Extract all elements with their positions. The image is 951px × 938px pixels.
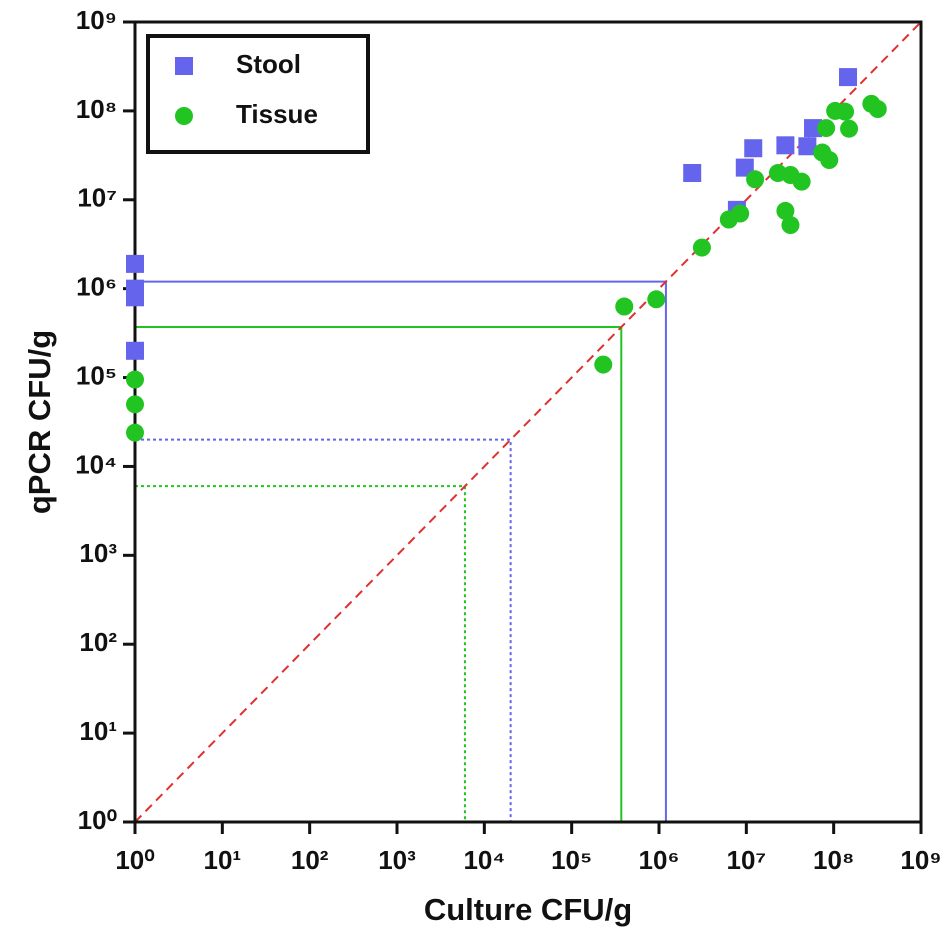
y-tick-label: 10⁹ [76,5,117,35]
point [731,204,750,223]
point [798,137,817,156]
x-tick-label: 10⁸ [813,845,854,875]
x-tick-label: 10⁰ [115,845,154,875]
y-tick-label: 10² [79,627,117,657]
reference-line [135,438,512,822]
reference-line [135,485,466,822]
x-tick-label: 10⁵ [551,845,592,875]
x-tick-label: 10⁴ [463,845,505,875]
x-tick-label: 10⁶ [639,845,680,875]
point [817,119,836,138]
point [776,136,795,155]
y-tick-label: 10⁶ [76,272,117,302]
legend-label: Tissue [236,99,318,129]
y-tick-label: 10⁸ [76,94,117,124]
y-tick-label: 10¹ [79,716,117,746]
point [126,254,144,273]
legend-label: Stool [236,49,301,79]
point [692,238,711,257]
x-tick-label: 10² [291,845,329,875]
legend-box [146,34,370,154]
x-tick-label: 10¹ [204,845,242,875]
point [126,423,144,442]
point [735,158,754,177]
point [647,290,666,309]
point [744,139,763,158]
point [781,216,800,235]
legend-marker [175,107,193,125]
y-tick-label: 10³ [79,538,117,568]
legend: Stool Tissue [146,34,370,154]
legend-marker [175,57,193,75]
point [839,68,858,87]
plot-frame [133,20,923,824]
x-axis-title: Culture CFU/g [424,892,632,927]
point [615,297,634,316]
point [840,119,859,138]
point [820,151,839,170]
y-tick-label: 10⁰ [78,805,117,835]
point [126,370,144,389]
point [594,355,613,374]
y-axis-title: qPCR CFU/g [22,330,57,514]
point [792,172,811,191]
point [804,119,823,138]
y-tick-label: 10⁵ [76,360,117,390]
x-tick-label: 10⁷ [727,845,767,875]
point [126,288,144,307]
point [776,201,795,220]
point [683,164,702,183]
y-tick-label: 10⁴ [75,449,117,479]
identity-line [134,21,922,823]
point [126,395,144,414]
y-tick-label: 10⁷ [77,183,117,213]
point [126,341,144,360]
point [746,170,765,189]
point [836,102,855,121]
point [868,100,887,119]
x-tick-label: 10⁹ [900,845,941,875]
x-tick-label: 10³ [378,845,416,875]
